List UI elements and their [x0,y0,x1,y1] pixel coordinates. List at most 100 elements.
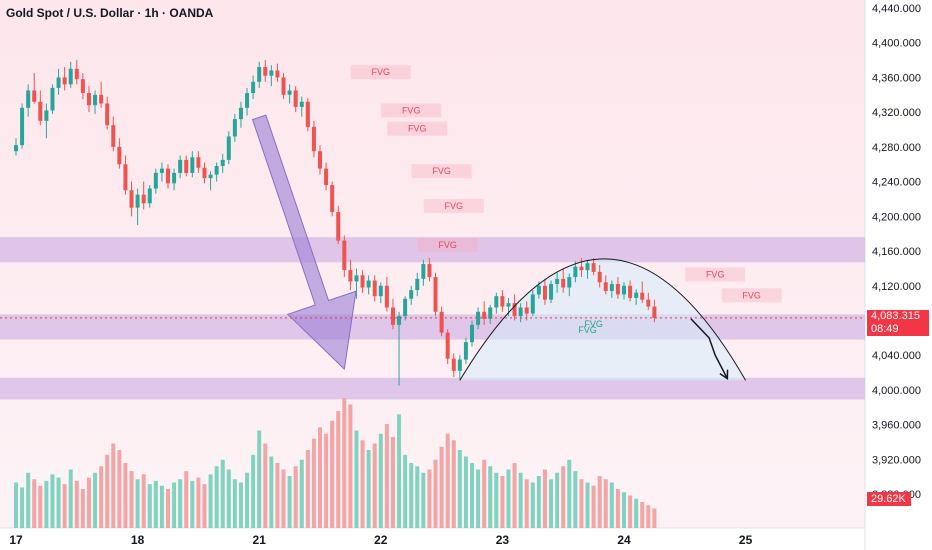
volume-bar [372,443,377,528]
candle-body [409,290,414,299]
volume-bar [494,472,499,528]
volume-bar [634,498,639,528]
price-tick-label: 4,120.000 [872,281,921,293]
volume-bar [166,489,170,528]
candle-body [269,70,274,76]
volume-bar [44,480,49,528]
volume-bar [293,466,298,528]
fvg-label-green: FVG [584,319,603,329]
volume-bar [68,469,73,528]
fvg-label: FVG [445,201,464,211]
volume-bar [50,474,55,528]
candle-body [324,168,329,186]
candle-body [123,164,128,191]
candle-body [263,67,268,76]
candle-body [372,280,377,297]
chart-title: Gold Spot / U.S. Dollar · 1h · OANDA [6,6,214,20]
candle-body [397,316,402,325]
candle-body [32,90,37,102]
candle-body [500,296,505,307]
volume-bar [390,437,395,528]
time-tick-label: 22 [374,533,388,547]
fvg-box [387,121,448,136]
volume-bar [500,476,505,528]
candles-layer [14,60,657,386]
volume-bar [111,443,116,528]
volume-bar [245,472,250,528]
candle-body [567,277,572,288]
candle-body [542,285,547,300]
last-price-value: 4,083.315 [871,310,920,322]
volume-bar [549,479,554,528]
candle-body [147,188,152,204]
candle-body [245,93,250,108]
candle-body [196,157,201,168]
candle-body [305,101,310,127]
candle-body [384,285,389,308]
volume-bar [159,485,164,528]
price-tick-label: 4,400.000 [872,38,921,50]
candle-body [646,299,651,307]
volume-bar [336,411,341,528]
volume-bar [427,469,432,528]
candle-body [476,311,481,325]
volume-bar [354,430,359,528]
candle-body [615,284,620,295]
support-zone [0,377,865,400]
price-tick-label: 3,960.000 [872,420,921,432]
volume-bar [378,433,383,528]
candle-body [202,167,207,179]
volume-bar [330,420,335,528]
volume-bar [512,463,517,528]
candle-body [275,70,280,78]
volume-bar [275,463,280,528]
candle-body [549,284,554,300]
volume-bar [324,433,329,528]
fvg-box [411,164,472,179]
candle-body [463,342,468,360]
candle-body [603,282,608,291]
candle-body [56,77,61,88]
volume-bar [591,485,596,528]
volume-bar [299,459,304,528]
volume-bar [518,472,523,528]
volume-bar [415,466,420,528]
candle-body [330,185,335,212]
candle-body [336,211,341,241]
fvg-label: FVG [432,166,451,176]
volume-bar [439,446,444,528]
candle-body [214,165,219,175]
candle-body [38,101,43,121]
volume-bar [93,472,98,528]
fvg-label: FVG [438,240,457,250]
candle-body [573,266,578,278]
candle-body [652,306,657,318]
volume-bar [567,459,572,528]
candle-body [518,307,523,317]
fvg-box [381,103,442,118]
volume-bar [463,456,468,528]
candle-body [342,240,347,271]
volume-bar [445,433,450,528]
candle-body [512,303,517,317]
volume-bar [421,472,426,528]
volume-bar [281,469,286,528]
candle-body [597,271,602,283]
candle-body [190,157,195,173]
candle-body [348,270,353,282]
volume-bar [536,476,541,528]
candle-body [415,278,420,291]
candle-body [318,151,322,169]
price-tick-label: 4,160.000 [872,246,921,258]
price-tick-label: 4,280.000 [872,142,921,154]
volume-bar [99,466,104,528]
last-price-badge: 4,083.315 08:49 [867,310,929,336]
candle-body [129,190,134,208]
candle-body [427,264,432,278]
support-zone [0,314,865,340]
volume-bar [470,463,474,528]
candle-body [579,266,584,271]
volume-bar [433,459,438,528]
